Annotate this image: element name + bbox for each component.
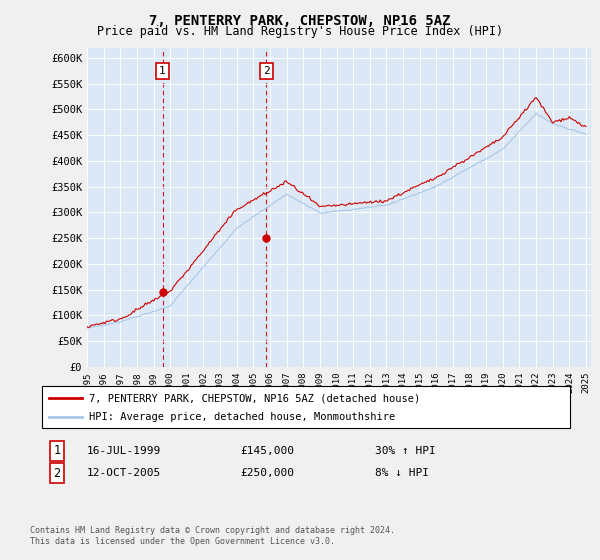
Text: 30% ↑ HPI: 30% ↑ HPI	[375, 446, 436, 456]
Text: 16-JUL-1999: 16-JUL-1999	[87, 446, 161, 456]
Text: Contains HM Land Registry data © Crown copyright and database right 2024.
This d: Contains HM Land Registry data © Crown c…	[30, 526, 395, 546]
Text: £145,000: £145,000	[240, 446, 294, 456]
Text: 2: 2	[263, 66, 270, 76]
Text: 1: 1	[53, 444, 61, 458]
Text: £250,000: £250,000	[240, 468, 294, 478]
Text: 2: 2	[53, 466, 61, 480]
Text: 7, PENTERRY PARK, CHEPSTOW, NP16 5AZ: 7, PENTERRY PARK, CHEPSTOW, NP16 5AZ	[149, 14, 451, 28]
Text: Price paid vs. HM Land Registry's House Price Index (HPI): Price paid vs. HM Land Registry's House …	[97, 25, 503, 38]
Text: 8% ↓ HPI: 8% ↓ HPI	[375, 468, 429, 478]
Text: 7, PENTERRY PARK, CHEPSTOW, NP16 5AZ (detached house): 7, PENTERRY PARK, CHEPSTOW, NP16 5AZ (de…	[89, 393, 421, 403]
Text: 1: 1	[159, 66, 166, 76]
Text: HPI: Average price, detached house, Monmouthshire: HPI: Average price, detached house, Monm…	[89, 412, 395, 422]
Text: 12-OCT-2005: 12-OCT-2005	[87, 468, 161, 478]
